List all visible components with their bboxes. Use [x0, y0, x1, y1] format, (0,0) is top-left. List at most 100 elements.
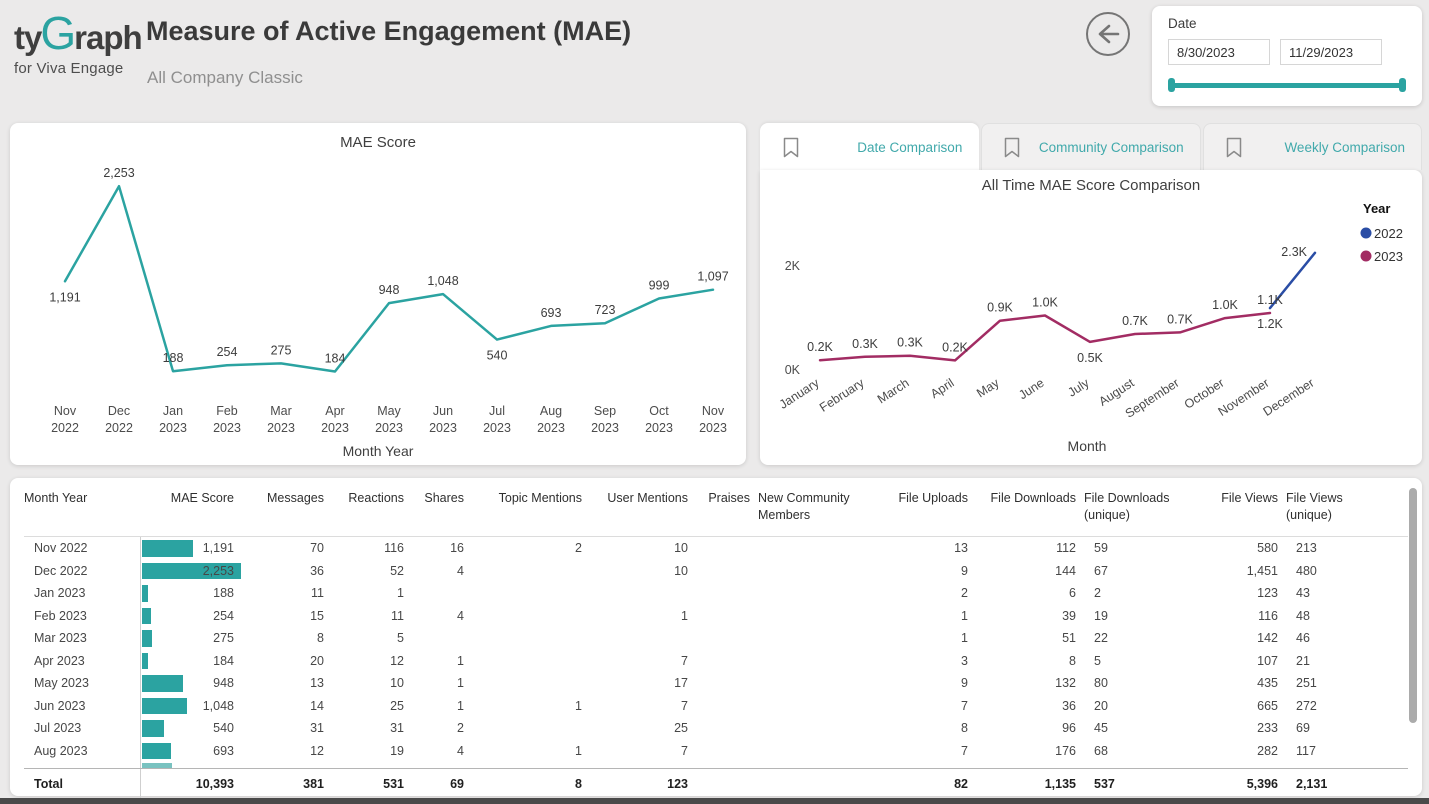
- table-header-row: Month Year MAE Score Messages Reactions Shar…: [24, 478, 1408, 537]
- column-header[interactable]: Topic Mentions: [498, 491, 582, 505]
- table-cell: 7: [681, 743, 688, 758]
- table-cell: 8: [317, 631, 324, 646]
- table-cell: Nov 2022: [34, 541, 88, 556]
- svg-text:0.9K: 0.9K: [987, 301, 1013, 315]
- column-header[interactable]: File Views: [1221, 491, 1278, 505]
- table-cell: 10: [674, 563, 688, 578]
- mae-score-bar: [142, 763, 173, 768]
- mae-score-bar: [142, 697, 187, 714]
- mae-score-bar: [142, 562, 241, 579]
- table-row[interactable]: Apr 2023 184 20 12 1 7 3 8 5 107 21: [24, 649, 1408, 672]
- slider-handle-end[interactable]: [1399, 78, 1406, 92]
- table-cell: 15: [310, 608, 324, 623]
- table-cell: 11: [391, 608, 404, 623]
- column-header[interactable]: Shares: [424, 491, 464, 505]
- svg-text:0.2K: 0.2K: [807, 340, 833, 354]
- svg-text:March: March: [875, 376, 912, 407]
- all-time-comparison-line-chart[interactable]: All Time MAE Score Comparison 0K 2K 1.2K 2.3…: [760, 170, 1422, 465]
- svg-text:0.3K: 0.3K: [852, 337, 878, 351]
- table-cell: 9: [961, 563, 968, 578]
- mae-score-value: 948: [213, 676, 234, 691]
- table-total-cell: 537: [1094, 776, 1115, 791]
- table-row[interactable]: Aug 2023 693 12 19 4 1 7 7 176 68 282 117: [24, 739, 1408, 762]
- column-header[interactable]: File Downloads: [990, 491, 1076, 505]
- table-cell: 25: [674, 721, 688, 736]
- mae-score-line-chart[interactable]: MAE Score 1,191 2,253 188 254 275 184 948 1,048 5…: [10, 123, 746, 465]
- table-cell: 25: [390, 698, 404, 713]
- table-cell: 2: [1094, 586, 1101, 601]
- table-cell: 2: [457, 721, 464, 736]
- table-total-container: Total 10,393 381 531 69 8 123 82 1,135 537 5,396 2,…: [24, 768, 1408, 798]
- svg-text:188: 188: [163, 351, 184, 365]
- svg-text:0.7K: 0.7K: [1167, 312, 1193, 326]
- back-button[interactable]: [1086, 12, 1130, 56]
- tab-community-comparison[interactable]: Community Comparison: [981, 123, 1201, 170]
- table-cell: 11: [311, 586, 324, 601]
- svg-text:1.0K: 1.0K: [1212, 298, 1238, 312]
- table-cell: 272: [1296, 698, 1317, 713]
- table-total-cell: 1,135: [1044, 776, 1076, 791]
- table-cell: 21: [1296, 653, 1310, 668]
- table-cell: 12: [310, 743, 324, 758]
- table-cell: 80: [1094, 676, 1108, 691]
- svg-text:1,097: 1,097: [697, 270, 728, 284]
- column-header[interactable]: Messages: [267, 491, 324, 505]
- column-header[interactable]: File Views (unique): [1286, 491, 1343, 522]
- slider-handle-start[interactable]: [1168, 78, 1175, 92]
- table-cell: 14: [310, 698, 324, 713]
- table-cell: 435: [1257, 676, 1278, 691]
- table-cell: 1: [575, 743, 582, 758]
- tab-label: Weekly Comparison: [1284, 139, 1405, 155]
- table-row[interactable]: Nov 2022 1,191 70 116 16 2 10 13 112 59 580 213: [24, 537, 1408, 560]
- table-cell: 36: [1062, 698, 1076, 713]
- table-cell: 1: [961, 608, 968, 623]
- svg-text:Month Year: Month Year: [343, 443, 414, 459]
- table-cell: 19: [390, 743, 404, 758]
- table-scrollbar[interactable]: [1409, 488, 1417, 723]
- mae-score-bar: [142, 607, 152, 624]
- table-total-cell: 8: [575, 776, 582, 791]
- mae-score-bar: [142, 720, 165, 737]
- table-cell: 213: [1296, 541, 1317, 556]
- column-header[interactable]: MAE Score: [170, 491, 234, 505]
- table-cell: 142: [1257, 631, 1278, 646]
- table-cell: 123: [1257, 586, 1278, 601]
- table-cell: 5: [397, 631, 404, 646]
- mae-score-bar: [142, 652, 149, 669]
- table-cell: 144: [1055, 563, 1076, 578]
- table-cell: 70: [310, 541, 324, 556]
- tab-date-comparison[interactable]: Date Comparison: [760, 123, 980, 170]
- table-cell: 117: [1296, 743, 1316, 758]
- mae-score-bar: [142, 742, 172, 759]
- table-row[interactable]: Jan 2023 188 11 1 2 6 2 123 43: [24, 582, 1408, 605]
- column-header[interactable]: Reactions: [348, 491, 404, 505]
- date-end-input[interactable]: [1280, 39, 1382, 65]
- table-row[interactable]: Mar 2023 275 8 5 1 51 22 142 46: [24, 627, 1408, 650]
- column-header[interactable]: Praises: [708, 491, 750, 505]
- column-header[interactable]: New Community Members: [758, 491, 850, 522]
- tab-weekly-comparison[interactable]: Weekly Comparison: [1202, 123, 1422, 170]
- svg-text:948: 948: [379, 283, 400, 297]
- tab-label: Date Comparison: [857, 139, 963, 155]
- svg-text:July: July: [1065, 375, 1092, 399]
- svg-text:1.1K: 1.1K: [1257, 293, 1283, 307]
- svg-text:MAE Score: MAE Score: [340, 134, 416, 151]
- window-bottom-edge: [0, 798, 1429, 804]
- column-header[interactable]: User Mentions: [607, 491, 688, 505]
- table-cell: Feb 2023: [34, 608, 87, 623]
- column-header[interactable]: Month Year: [24, 491, 88, 505]
- column-header[interactable]: File Uploads: [898, 491, 968, 505]
- table-row[interactable]: Jun 2023 1,048 14 25 1 1 7 7 36 20 665 272: [24, 694, 1408, 717]
- table-cell: 13: [310, 676, 324, 691]
- table-row[interactable]: Jul 2023 540 31 31 2 25 8 96 45 233 69: [24, 717, 1408, 740]
- table-row[interactable]: Feb 2023 254 15 11 4 1 1 39 19 116 48: [24, 604, 1408, 627]
- table-row[interactable]: Dec 2022 2,253 36 52 4 10 9 144 67 1,451 480: [24, 559, 1408, 582]
- table-cell: 3: [961, 653, 968, 668]
- column-header[interactable]: File Downloads (unique): [1084, 491, 1170, 522]
- date-range-slider[interactable]: [1168, 78, 1406, 92]
- table-row[interactable]: May 2023 948 13 10 1 17 9 132 80 435 251: [24, 672, 1408, 695]
- date-start-input[interactable]: [1168, 39, 1270, 65]
